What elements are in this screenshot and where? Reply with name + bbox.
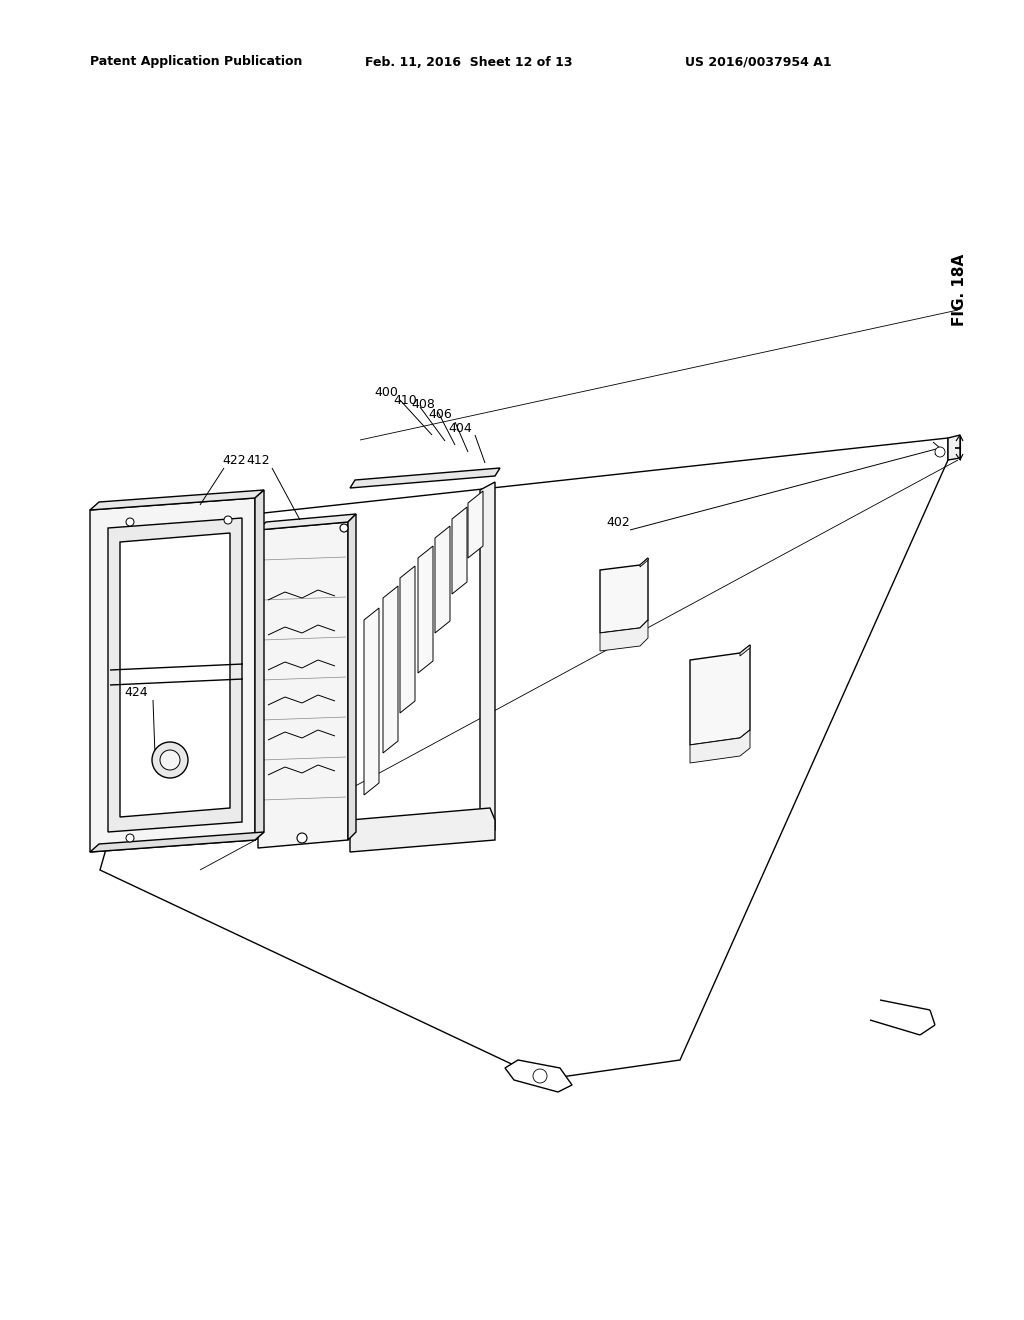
- Polygon shape: [90, 498, 255, 851]
- Circle shape: [935, 447, 945, 457]
- Text: FIG. 18A: FIG. 18A: [952, 253, 968, 326]
- Polygon shape: [690, 645, 750, 744]
- Polygon shape: [258, 521, 348, 847]
- Circle shape: [297, 833, 307, 843]
- Polygon shape: [120, 533, 230, 817]
- Text: 400: 400: [374, 387, 398, 400]
- Text: Patent Application Publication: Patent Application Publication: [90, 55, 302, 69]
- Polygon shape: [468, 491, 483, 558]
- Polygon shape: [418, 546, 433, 673]
- Polygon shape: [90, 832, 264, 851]
- Text: 408: 408: [411, 399, 435, 412]
- Polygon shape: [640, 558, 648, 568]
- Polygon shape: [350, 808, 495, 851]
- Circle shape: [534, 1069, 547, 1082]
- Text: 422: 422: [222, 454, 246, 467]
- Polygon shape: [90, 490, 264, 510]
- Circle shape: [126, 517, 134, 525]
- Polygon shape: [255, 490, 264, 840]
- Polygon shape: [480, 482, 495, 840]
- Polygon shape: [400, 566, 415, 713]
- Polygon shape: [452, 507, 467, 594]
- Text: US 2016/0037954 A1: US 2016/0037954 A1: [685, 55, 831, 69]
- Polygon shape: [948, 436, 961, 459]
- Text: Feb. 11, 2016  Sheet 12 of 13: Feb. 11, 2016 Sheet 12 of 13: [365, 55, 572, 69]
- Text: 412: 412: [247, 454, 270, 467]
- Circle shape: [126, 834, 134, 842]
- Circle shape: [340, 524, 348, 532]
- Polygon shape: [600, 558, 648, 634]
- Polygon shape: [350, 469, 500, 488]
- Polygon shape: [600, 620, 648, 651]
- Circle shape: [160, 750, 180, 770]
- Polygon shape: [505, 1060, 572, 1092]
- Polygon shape: [258, 513, 356, 531]
- Polygon shape: [100, 438, 948, 1080]
- Text: 406: 406: [428, 408, 452, 421]
- Text: 402: 402: [606, 516, 630, 529]
- Polygon shape: [690, 730, 750, 763]
- Polygon shape: [383, 586, 398, 752]
- Circle shape: [152, 742, 188, 777]
- Polygon shape: [740, 645, 750, 656]
- Circle shape: [224, 516, 232, 524]
- Polygon shape: [348, 513, 356, 840]
- Polygon shape: [435, 525, 450, 634]
- Text: 410: 410: [393, 393, 417, 407]
- Text: 424: 424: [124, 686, 148, 700]
- Text: 404: 404: [449, 421, 472, 434]
- Polygon shape: [364, 609, 379, 795]
- Polygon shape: [108, 517, 242, 832]
